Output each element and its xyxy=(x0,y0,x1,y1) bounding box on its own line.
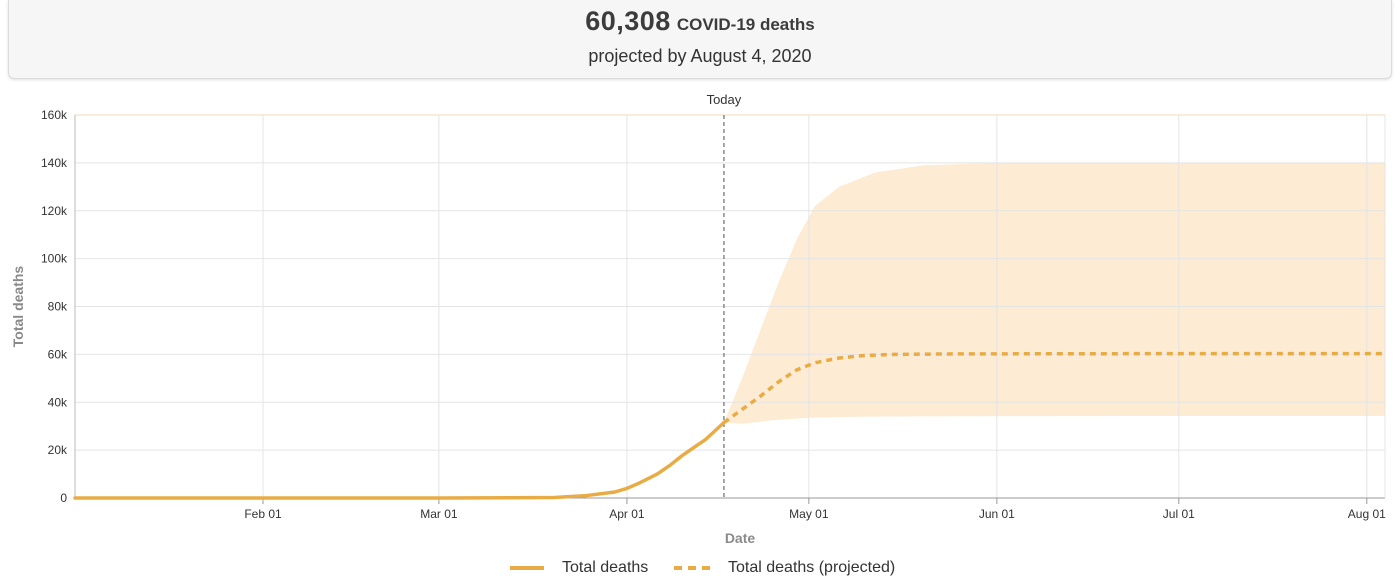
legend-swatch-dashed xyxy=(674,566,710,570)
x-tick-label: Jun 01 xyxy=(979,507,1015,521)
x-tick-label: Feb 01 xyxy=(244,507,282,521)
y-tick-label: 120k xyxy=(41,204,68,218)
legend-label-total-deaths: Total deaths xyxy=(562,559,648,577)
legend-item-total-deaths[interactable]: Total deaths xyxy=(510,559,648,577)
y-tick-label: 20k xyxy=(48,443,68,457)
x-tick-label: Mar 01 xyxy=(420,507,458,521)
y-tick-label: 80k xyxy=(48,300,68,314)
x-tick-label: Apr 01 xyxy=(609,507,645,521)
projected-death-unit: COVID-19 deaths xyxy=(677,15,815,34)
y-tick-label: 40k xyxy=(48,395,68,409)
x-axis-title: Date xyxy=(725,530,756,546)
today-marker-label: Today xyxy=(707,92,742,107)
legend-swatch-solid xyxy=(510,566,544,570)
y-axis-title: Total deaths xyxy=(10,266,26,348)
legend-label-projected-deaths: Total deaths (projected) xyxy=(728,559,895,577)
uncertainty-band xyxy=(724,163,1385,424)
x-tick-label: Jul 01 xyxy=(1163,507,1195,521)
legend-item-projected-deaths[interactable]: Total deaths (projected) xyxy=(674,559,895,577)
y-tick-label: 0 xyxy=(60,491,67,505)
summary-banner: 60,308 COVID-19 deaths projected by Augus… xyxy=(8,0,1392,79)
projected-death-count: 60,308 xyxy=(585,6,671,36)
y-tick-label: 100k xyxy=(41,252,68,266)
chart-legend: Total deaths Total deaths (projected) xyxy=(0,557,1400,581)
y-tick-label: 60k xyxy=(48,347,68,361)
x-tick-label: Aug 01 xyxy=(1348,507,1386,521)
summary-headline: 60,308 COVID-19 deaths xyxy=(9,6,1391,37)
y-tick-label: 160k xyxy=(41,108,68,122)
x-tick-label: May 01 xyxy=(789,507,829,521)
deaths-chart: 0 20k 40k 60k 80k 100k 120k 140k 160k Feb 01 Mar 0… xyxy=(0,85,1400,555)
projection-date-subtitle: projected by August 4, 2020 xyxy=(9,46,1391,67)
y-tick-label: 140k xyxy=(41,156,68,170)
